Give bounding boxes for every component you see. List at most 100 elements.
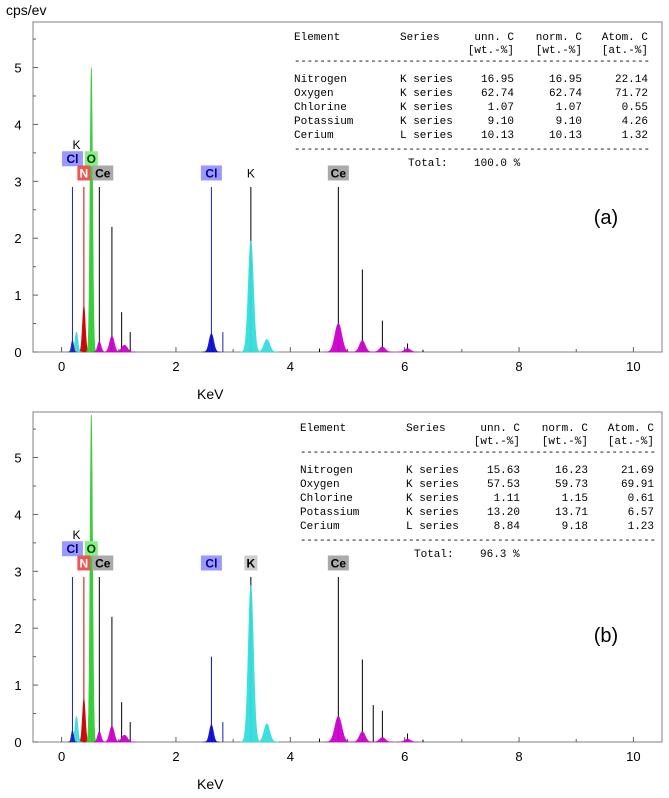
element-label: Ce [95,556,111,570]
table-cell: 21.69 [621,465,654,477]
y-tick-label: 5 [14,61,21,76]
element-label-box [84,541,98,557]
table-row-element: Potassium [294,116,354,128]
table-separator: ----------------------------------------… [294,56,650,68]
x-tick-label: 4 [287,749,294,764]
table-cell: K series [406,465,459,477]
element-label-box [77,555,91,571]
table-total-label: Total: [414,549,454,561]
table-separator: ----------------------------------------… [294,144,650,156]
table-cell: 13.71 [555,507,588,519]
peak-ce [324,716,353,743]
table-unit: [wt.-%] [474,436,520,448]
table-cell: 4.26 [622,116,648,128]
table-cell: 16.95 [481,74,514,86]
peak-ce [396,738,419,743]
table-cell: 10.13 [549,130,582,142]
table-cell: 0.55 [622,102,648,114]
element-label: O [87,542,96,556]
table-unit: [wt.-%] [542,436,588,448]
table-cell: 1.32 [622,130,648,142]
table-cell: 1.07 [556,102,582,114]
peak-ce [113,734,136,743]
panel-label: (b) [594,625,618,647]
peak-k [240,240,262,353]
y-tick-label: 0 [14,345,21,360]
table-total-value: 96.3 % [480,549,520,561]
element-label: Ce [331,166,347,180]
table-cell: L series [400,130,453,142]
table-cell: K series [406,479,459,491]
element-label: K [72,528,80,542]
table-unit: [wt.-%] [536,45,582,57]
table-header: unn. C [480,423,520,435]
element-label: K [72,138,80,152]
peak-ce [370,346,394,353]
table-cell: 1.07 [488,102,514,114]
table-header: Element [300,423,346,435]
peak-ce [396,348,419,353]
element-label: Cl [66,542,78,556]
table-row-element: Nitrogen [300,465,353,477]
element-label-box [84,151,98,167]
table-cell: 15.63 [487,465,520,477]
peak-ce [370,737,394,743]
table-cell: K series [406,493,459,505]
table-cell: K series [400,102,453,114]
table-header: Series [406,423,446,435]
x-tick-label: 0 [58,749,65,764]
table-separator: ----------------------------------------… [300,535,656,547]
table-row-element: Nitrogen [294,74,347,86]
element-label-box [327,555,349,571]
table-cell: 9.10 [556,116,582,128]
y-tick-label: 2 [14,231,21,246]
peak-cl [203,724,220,743]
element-label-box [61,151,83,167]
table-cell: L series [406,521,459,533]
y-tick-label: 2 [14,621,21,636]
table-header: unn. C [474,32,514,44]
x-axis-label: KeV [197,776,224,792]
element-label-box [200,555,222,571]
table-cell: K series [406,507,459,519]
quantification-table: Element Series unn. C norm. C Atom. C [wt.-%]… [300,423,656,561]
plot-frame [32,21,663,353]
element-label: Ce [95,166,111,180]
element-label: Ce [331,556,347,570]
table-cell: 16.23 [555,465,588,477]
table-cell: 8.84 [494,521,521,533]
table-cell: 6.57 [628,507,654,519]
y-tick-label: 4 [14,507,21,522]
x-tick-label: 2 [172,359,179,374]
table-cell: 1.15 [562,493,588,505]
element-label: Cl [66,152,78,166]
table-cell: 10.13 [481,130,514,142]
table-row-element: Chlorine [300,493,353,505]
peak-ce [350,340,374,353]
x-tick-label: 6 [401,359,408,374]
table-header: Element [294,32,340,44]
element-label-box [92,555,114,571]
y-unit-label: cps/ev [6,2,46,18]
x-tick-label: 6 [401,749,408,764]
table-cell: 62.74 [481,88,514,100]
x-tick-label: 10 [626,359,640,374]
x-tick-label: 0 [58,359,65,374]
table-header: Series [400,32,440,44]
y-tick-label: 1 [14,288,21,303]
table-cell: 0.61 [628,493,655,505]
peak-o [85,67,97,353]
element-label-box [77,165,91,181]
table-unit: [wt.-%] [468,45,514,57]
x-axis-label: KeV [197,386,224,402]
y-tick-label: 3 [14,564,21,579]
table-unit: [at.-%] [602,45,648,57]
table-cell: K series [400,74,453,86]
table-cell: 16.95 [549,74,582,86]
table-header: Atom. C [602,32,649,44]
element-label: Cl [205,166,217,180]
y-tick-label: 1 [14,678,21,693]
